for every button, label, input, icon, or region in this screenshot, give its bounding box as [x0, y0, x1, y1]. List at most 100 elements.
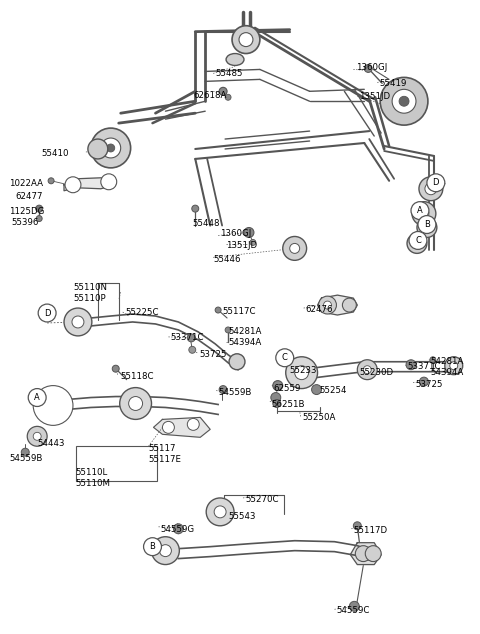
Text: 54281A: 54281A: [228, 327, 262, 336]
Circle shape: [162, 422, 174, 433]
Circle shape: [417, 217, 437, 238]
Circle shape: [399, 96, 409, 107]
Text: 55117D: 55117D: [353, 526, 387, 535]
Text: 55117C: 55117C: [222, 307, 256, 316]
Circle shape: [187, 418, 199, 430]
Text: 55110L: 55110L: [75, 468, 107, 477]
Circle shape: [273, 399, 281, 408]
Text: 54281A: 54281A: [431, 357, 464, 366]
Circle shape: [214, 506, 226, 518]
Circle shape: [445, 357, 463, 375]
Circle shape: [430, 357, 436, 363]
Text: 55110P: 55110P: [73, 294, 106, 303]
Circle shape: [120, 387, 152, 420]
Circle shape: [342, 298, 356, 312]
Circle shape: [101, 174, 117, 190]
Circle shape: [28, 389, 46, 406]
Text: 54394A: 54394A: [228, 338, 261, 347]
Circle shape: [271, 392, 281, 403]
Circle shape: [392, 89, 416, 113]
Circle shape: [250, 240, 256, 245]
Circle shape: [412, 202, 436, 226]
Circle shape: [36, 216, 42, 221]
Circle shape: [229, 354, 245, 370]
Polygon shape: [318, 295, 357, 315]
Circle shape: [189, 346, 196, 353]
Text: 54443: 54443: [37, 439, 65, 448]
Text: 62559: 62559: [274, 384, 301, 392]
Text: 62477: 62477: [15, 191, 43, 201]
Circle shape: [107, 144, 115, 152]
Text: 54394A: 54394A: [431, 368, 464, 377]
Circle shape: [144, 538, 161, 555]
Text: 62618A: 62618A: [193, 91, 227, 100]
Circle shape: [364, 65, 372, 72]
Circle shape: [129, 396, 143, 410]
Text: B: B: [424, 220, 430, 229]
Circle shape: [324, 301, 332, 309]
Circle shape: [365, 546, 381, 562]
Text: 1022AA: 1022AA: [9, 179, 43, 188]
Text: 56251B: 56251B: [272, 399, 305, 408]
Bar: [76, 446, 157, 481]
Circle shape: [232, 26, 260, 53]
Circle shape: [64, 308, 92, 336]
Text: 53725: 53725: [199, 350, 227, 359]
Circle shape: [239, 33, 253, 46]
Text: 55485: 55485: [215, 70, 243, 79]
Circle shape: [91, 128, 131, 168]
Text: 53371C: 53371C: [170, 333, 204, 342]
Circle shape: [101, 138, 120, 158]
Text: A: A: [34, 393, 40, 402]
Text: D: D: [44, 309, 50, 318]
Circle shape: [192, 205, 199, 212]
Text: 55230D: 55230D: [360, 368, 394, 377]
Text: 55118C: 55118C: [120, 372, 154, 380]
Text: C: C: [282, 353, 288, 362]
Text: 55110N: 55110N: [73, 283, 107, 292]
Circle shape: [427, 174, 445, 191]
Text: B: B: [150, 542, 156, 551]
Text: 55410: 55410: [41, 149, 69, 158]
Text: 1351JD: 1351JD: [360, 93, 390, 101]
Text: C: C: [415, 236, 421, 245]
Text: A: A: [417, 206, 423, 215]
Text: 54559C: 54559C: [336, 606, 370, 616]
Circle shape: [349, 601, 360, 611]
Circle shape: [295, 366, 309, 380]
Text: 55446: 55446: [213, 256, 240, 264]
Polygon shape: [350, 543, 381, 564]
Circle shape: [355, 546, 371, 562]
Text: 54559B: 54559B: [9, 454, 43, 463]
Circle shape: [225, 94, 231, 100]
Text: 53371C: 53371C: [407, 362, 441, 371]
Circle shape: [39, 392, 67, 420]
Ellipse shape: [226, 53, 244, 65]
Circle shape: [72, 316, 84, 328]
Circle shape: [423, 224, 431, 231]
Circle shape: [413, 240, 421, 247]
Polygon shape: [154, 417, 210, 437]
Circle shape: [36, 205, 43, 212]
Text: 54559G: 54559G: [160, 525, 194, 534]
Circle shape: [27, 426, 47, 446]
Circle shape: [48, 178, 54, 184]
Circle shape: [112, 365, 119, 372]
Circle shape: [419, 177, 443, 201]
Polygon shape: [64, 178, 116, 191]
Circle shape: [88, 139, 108, 159]
Circle shape: [65, 177, 81, 193]
Circle shape: [219, 87, 227, 95]
Text: 1360GJ: 1360GJ: [356, 63, 387, 72]
Circle shape: [353, 522, 361, 530]
Text: 55270C: 55270C: [245, 495, 278, 504]
Circle shape: [276, 349, 294, 366]
Text: D: D: [432, 178, 439, 187]
Circle shape: [33, 385, 73, 425]
Circle shape: [206, 498, 234, 526]
Text: 53725: 53725: [415, 380, 443, 389]
Circle shape: [312, 385, 322, 394]
Text: 55254: 55254: [320, 385, 347, 394]
Circle shape: [411, 202, 429, 219]
Circle shape: [290, 243, 300, 254]
